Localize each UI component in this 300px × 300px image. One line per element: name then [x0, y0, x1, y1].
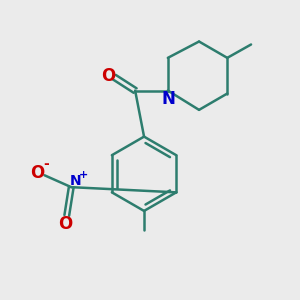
Text: +: +	[79, 170, 88, 180]
Text: N: N	[70, 174, 82, 188]
Text: O: O	[58, 215, 72, 233]
Text: O: O	[101, 67, 115, 85]
Text: O: O	[30, 164, 44, 182]
Text: -: -	[43, 157, 49, 171]
Text: N: N	[161, 90, 176, 108]
